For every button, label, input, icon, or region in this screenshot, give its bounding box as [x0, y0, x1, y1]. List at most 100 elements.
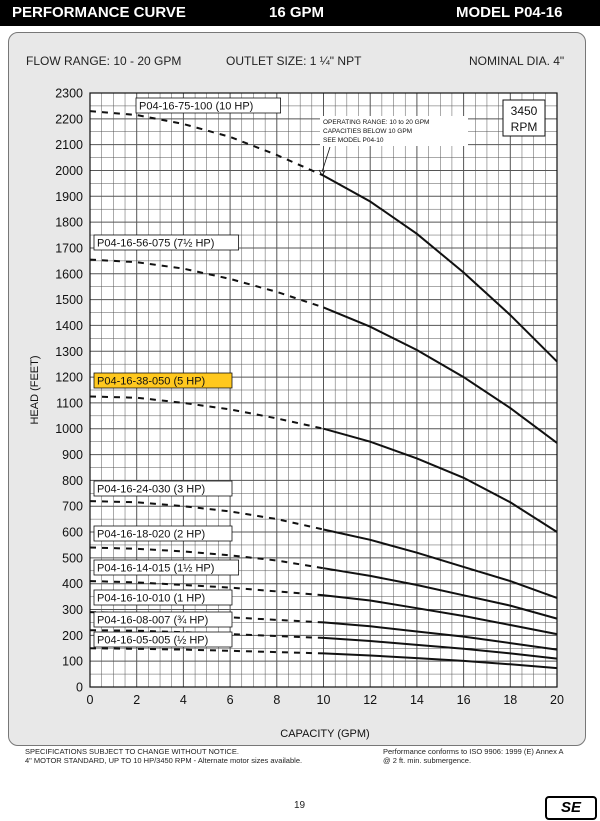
y-tick-label: 500 [62, 551, 83, 565]
series-curve [323, 174, 558, 363]
series-label: P04-16-08-007 (¾ HP) [97, 615, 208, 627]
chart-ticks: 0 2 4 6 8 10 12 14 16 18 2001002003004005006007008… [55, 87, 564, 708]
y-tick-label: 700 [62, 500, 83, 514]
x-tick-label: 18 [503, 693, 517, 707]
series-label: P04-16-10-010 (1 HP) [97, 593, 205, 605]
series-label: P04-16-18-020 (2 HP) [97, 529, 205, 541]
y-tick-label: 1700 [55, 241, 83, 255]
series-curve [323, 567, 558, 620]
y-tick-label: 2100 [55, 138, 83, 152]
y-tick-label: 800 [62, 474, 83, 488]
header-bar: PERFORMANCE CURVE 16 GPM MODEL P04-16 [0, 0, 600, 26]
operating-note-line2: CAPACITIES BELOW 10 GPM [323, 128, 412, 135]
footer-note-right: Performance conforms to ISO 9906: 1999 (… [383, 747, 564, 765]
series-curve-dashed [89, 395, 324, 430]
x-tick-label: 10 [317, 693, 331, 707]
series-label-box [93, 611, 233, 628]
page-number: 19 [294, 800, 306, 811]
series-label: P04-16-75-100 (10 HP) [139, 101, 253, 113]
rpm-value: 3450 [511, 104, 538, 118]
series-label-box [93, 631, 233, 648]
operating-range-note: OPERATING RANGE: 10 to 20 GPM CAPACITIES… [318, 116, 468, 176]
y-tick-label: 2000 [55, 164, 83, 178]
series-label-box [93, 589, 233, 606]
y-tick-label: 0 [76, 681, 83, 695]
y-tick-label: 1500 [55, 293, 83, 307]
series-label: P04-16-05-005 (½ HP) [97, 635, 208, 647]
operating-note-line1: OPERATING RANGE: 10 to 20 GPM [323, 119, 429, 126]
footer-right-line1: Performance conforms to ISO 9906: 1999 (… [383, 747, 564, 756]
flow-range-label: FLOW RANGE: 10 - 20 GPM [26, 54, 182, 68]
footer-left-line1: SPECIFICATIONS SUBJECT TO CHANGE WITHOUT… [25, 747, 239, 756]
series-curve [323, 636, 558, 660]
x-tick-label: 20 [550, 693, 564, 707]
series-label: P04-16-56-075 (7½ HP) [97, 238, 214, 250]
x-tick-label: 14 [410, 693, 424, 707]
y-tick-label: 1600 [55, 267, 83, 281]
series-curve-dashed [89, 647, 324, 655]
series-curve [323, 621, 558, 651]
footer-right-line2: @ 2 ft. min. submergence. [383, 756, 472, 765]
x-tick-label: 8 [273, 693, 280, 707]
y-tick-label: 1200 [55, 371, 83, 385]
operating-note-arrow [321, 146, 331, 173]
y-tick-label: 300 [62, 603, 83, 617]
series-label-box [93, 480, 233, 497]
series-label-box [93, 372, 233, 389]
x-tick-label: 4 [180, 693, 187, 707]
x-tick-label: 2 [133, 693, 140, 707]
series-curve [323, 594, 558, 636]
chart-series-labels: P04-16-75-100 (10 HP) P04-16-56-075 (7½ H… [93, 97, 282, 648]
y-axis-label: HEAD (FEET) [29, 355, 41, 424]
y-tick-label: 1400 [55, 319, 83, 333]
operating-note-arrowhead [318, 169, 326, 176]
y-tick-label: 200 [62, 629, 83, 643]
y-tick-label: 1000 [55, 422, 83, 436]
nominal-dia-label: NOMINAL DIA. 4" [469, 54, 565, 68]
operating-note-line3: SEE MODEL P04-10 [323, 137, 384, 144]
series-curve [323, 306, 558, 444]
series-curve-dashed [89, 629, 324, 639]
x-tick-label: 0 [87, 693, 94, 707]
header-flow: 16 GPM [269, 4, 325, 21]
outlet-size-label: OUTLET SIZE: 1 ¼" NPT [226, 54, 362, 68]
series-label-box [135, 97, 282, 114]
rpm-unit: RPM [511, 120, 538, 134]
series-curve-dashed [89, 546, 324, 570]
x-tick-label: 16 [457, 693, 471, 707]
series-label: P04-16-24-030 (3 HP) [97, 484, 205, 496]
series-curve-dashed [89, 500, 324, 531]
series-curve [323, 652, 558, 670]
series-label: P04-16-14-015 (1½ HP) [97, 563, 214, 575]
y-tick-label: 600 [62, 526, 83, 540]
series-curve-dashed [89, 110, 324, 177]
rpm-box: 3450 RPM [502, 99, 546, 137]
y-tick-label: 1900 [55, 190, 83, 204]
chart-grid [89, 92, 558, 688]
y-tick-label: 1100 [56, 396, 83, 410]
header-title: PERFORMANCE CURVE [12, 4, 186, 21]
x-axis-label: CAPACITY (GPM) [280, 728, 369, 740]
y-tick-label: 400 [62, 577, 83, 591]
series-label-box [93, 525, 233, 542]
series-label: P04-16-38-050 (5 HP) [97, 376, 205, 388]
series-curve [323, 528, 558, 599]
x-tick-label: 12 [363, 693, 377, 707]
y-tick-label: 1800 [55, 216, 83, 230]
y-tick-label: 900 [62, 448, 83, 462]
brand-logo: SE [545, 796, 597, 820]
y-tick-label: 2300 [55, 87, 83, 101]
y-tick-label: 2200 [55, 112, 83, 126]
y-tick-label: 1300 [55, 345, 83, 359]
series-label-box [93, 234, 240, 251]
footer-left-line2: 4" MOTOR STANDARD, UP TO 10 HP/3450 RPM … [25, 756, 303, 765]
y-tick-label: 100 [62, 655, 83, 669]
series-label-box [93, 559, 240, 576]
x-tick-label: 6 [227, 693, 234, 707]
plot-border [89, 92, 558, 688]
header-model: MODEL P04-16 [456, 4, 563, 21]
series-curve-dashed [89, 580, 324, 597]
footer-note-left: SPECIFICATIONS SUBJECT TO CHANGE WITHOUT… [25, 747, 302, 765]
series-curve-dashed [89, 258, 324, 309]
